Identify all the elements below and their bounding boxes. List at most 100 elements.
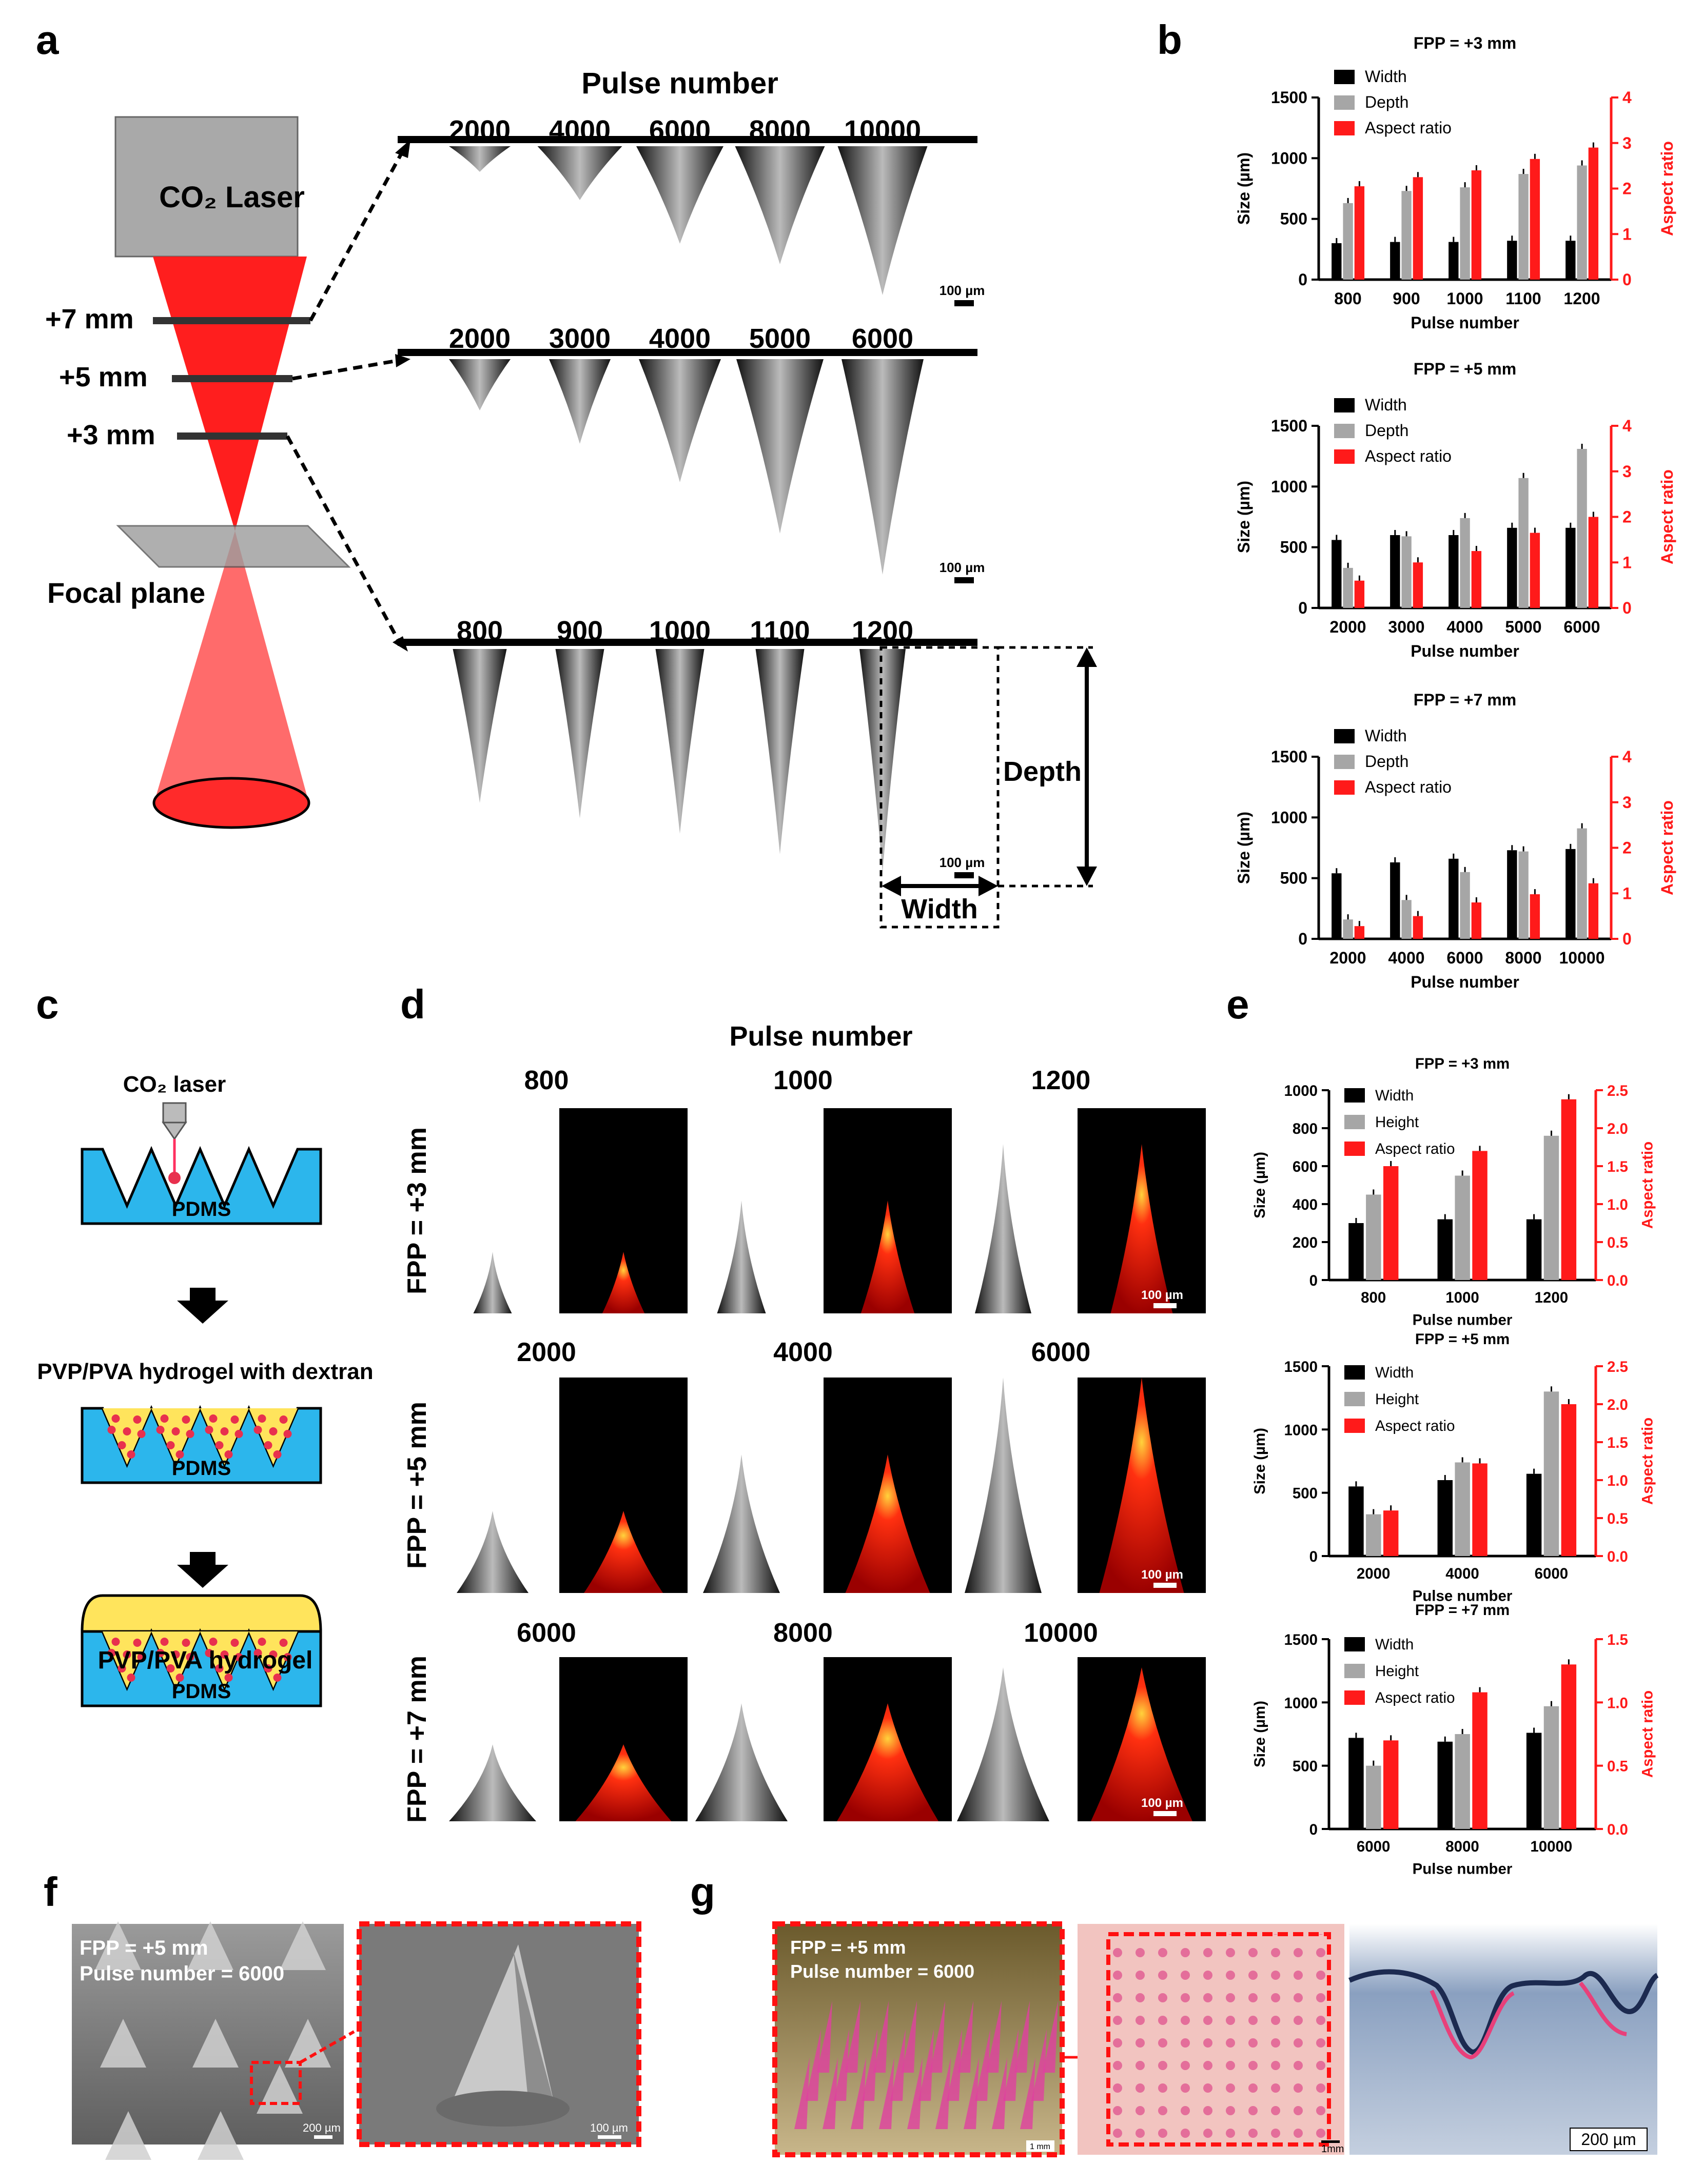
sem-microneedle bbox=[95, 1921, 141, 1970]
arrow-3 bbox=[285, 435, 402, 645]
dextran-particle bbox=[224, 1450, 233, 1459]
y-tick-label: 500 bbox=[1280, 538, 1307, 557]
crater-cone bbox=[639, 359, 721, 482]
pulse-label-a: 2000 bbox=[449, 115, 511, 146]
bar-width bbox=[1332, 873, 1342, 939]
pulse-label-d: 10000 bbox=[1024, 1618, 1098, 1648]
dextran-particle bbox=[166, 1441, 175, 1449]
bar-depth bbox=[1401, 536, 1412, 608]
pulse-label-a: 1200 bbox=[852, 616, 913, 646]
dextran-microneedle bbox=[902, 2001, 917, 2073]
bar-aspect-ratio bbox=[1561, 1099, 1577, 1280]
y-tick-label: 1500 bbox=[1284, 1631, 1318, 1648]
dextran-particle bbox=[279, 1639, 288, 1647]
histology-stain-1 bbox=[1430, 1990, 1515, 2060]
pulse-label-a: 900 bbox=[557, 616, 603, 646]
bar-aspect-ratio bbox=[1588, 517, 1599, 608]
dextran-microneedle bbox=[794, 2057, 810, 2129]
bar-width bbox=[1449, 242, 1459, 280]
focal-plane-label: Focal plane bbox=[47, 577, 205, 609]
crater-cone bbox=[555, 649, 604, 818]
bar-width bbox=[1348, 1486, 1364, 1556]
dextran-particle bbox=[186, 1430, 194, 1438]
x-axis-label: Pulse number bbox=[1411, 973, 1519, 991]
crater-cone bbox=[859, 649, 906, 872]
y2-tick-label: 2.5 bbox=[1607, 1083, 1628, 1099]
legend-label: Height bbox=[1375, 1663, 1419, 1680]
beam-upper bbox=[153, 257, 307, 531]
bar-width bbox=[1332, 540, 1342, 608]
dextran-microneedle bbox=[806, 2029, 821, 2101]
dextran-microneedle bbox=[817, 2001, 832, 2073]
bar-width bbox=[1332, 243, 1342, 280]
legend-label: Aspect ratio bbox=[1365, 119, 1452, 137]
y2-tick-label: 2 bbox=[1622, 508, 1632, 526]
y2-tick-label: 4 bbox=[1622, 417, 1632, 435]
fpp-row-label: FPP = +5 mm bbox=[402, 1402, 432, 1569]
sem-text-2: Pulse number = 6000 bbox=[80, 1962, 284, 1985]
scale-bar-a bbox=[954, 577, 974, 583]
chart-title: FPP = +7 mm bbox=[1415, 1602, 1510, 1619]
scale-label-a: 100 µm bbox=[940, 560, 985, 575]
bar-depth bbox=[1343, 567, 1353, 608]
panel-a: CO₂ Laser +7 mm +5 mm +3 mm Focal plane … bbox=[45, 67, 1097, 929]
dextran-microneedle bbox=[851, 2057, 866, 2129]
level-label-3: +3 mm bbox=[67, 420, 155, 450]
sem-scale-bar-1 bbox=[314, 2135, 332, 2139]
fluorescent-needle bbox=[1099, 1378, 1184, 1593]
level-label-7: +7 mm bbox=[45, 304, 134, 335]
y-tick-label: 1000 bbox=[1284, 1422, 1318, 1439]
bar-depth bbox=[1518, 174, 1529, 280]
dextran-particle bbox=[269, 1650, 278, 1659]
y2-tick-label: 1.5 bbox=[1607, 1631, 1628, 1648]
chart-title: FPP = +7 mm bbox=[1414, 691, 1516, 709]
dextran-particle bbox=[215, 1441, 224, 1449]
width-label: Width bbox=[901, 894, 977, 924]
dextran-particle bbox=[215, 1664, 224, 1673]
crater-cone bbox=[549, 359, 611, 444]
bar-aspect-ratio bbox=[1561, 1404, 1577, 1556]
fluorescent-needle bbox=[584, 1511, 663, 1593]
legend-label: Width bbox=[1375, 1636, 1414, 1653]
brightfield-needle bbox=[717, 1201, 766, 1313]
crater-cone bbox=[636, 146, 723, 244]
chart-title: FPP = +5 mm bbox=[1414, 360, 1516, 378]
depth-label: Depth bbox=[1003, 756, 1082, 787]
legend-swatch bbox=[1344, 1637, 1365, 1651]
bar-depth bbox=[1460, 872, 1470, 939]
x-tick-label: 1200 bbox=[1535, 1289, 1569, 1306]
bar-chart: FPP = +3 mm 0 500 1000 1500 0 1 2 3 4 Size (µm) Asp… bbox=[1235, 34, 1676, 332]
y2-tick-label: 2 bbox=[1622, 180, 1632, 198]
dextran-microneedle bbox=[930, 2001, 945, 2073]
y2-axis-label: Aspect ratio bbox=[1639, 1690, 1656, 1778]
x-axis-label: Pulse number bbox=[1411, 313, 1519, 332]
x-tick-label: 800 bbox=[1361, 1289, 1386, 1306]
dextran-particle bbox=[111, 1638, 120, 1646]
panel-label-c: c bbox=[36, 981, 59, 1027]
pulse-label-d: 4000 bbox=[773, 1337, 833, 1367]
histology-stain-2 bbox=[1578, 1981, 1627, 2036]
crater-cone bbox=[841, 359, 924, 575]
x-tick-label: 4000 bbox=[1388, 949, 1424, 967]
bar-chart: FPP = +3 mm 0 200 400 600 800 1000 0.0 0.5 1.0 1.5… bbox=[1251, 1055, 1656, 1328]
x-tick-label: 6000 bbox=[1563, 618, 1600, 636]
crater-cone bbox=[453, 649, 507, 803]
y2-tick-label: 0 bbox=[1622, 930, 1632, 948]
sem-microneedle bbox=[192, 2019, 239, 2068]
depth-arrowhead-bottom bbox=[1077, 867, 1097, 886]
bar-aspect-ratio bbox=[1530, 159, 1540, 280]
dextran-particle bbox=[107, 1649, 116, 1657]
brightfield-needle bbox=[965, 1378, 1042, 1593]
legend-label: Aspect ratio bbox=[1375, 1418, 1455, 1434]
bar-width bbox=[1390, 535, 1400, 608]
dextran-microneedle bbox=[1031, 2029, 1047, 2101]
focal-plane bbox=[116, 525, 351, 568]
dextran-particle bbox=[253, 1426, 262, 1434]
legend-swatch bbox=[1344, 1088, 1365, 1103]
dextran-particle bbox=[230, 1415, 239, 1424]
dextran-particle bbox=[118, 1664, 126, 1673]
bar-depth bbox=[1518, 478, 1529, 608]
sem-microneedle bbox=[285, 2019, 331, 2068]
y2-tick-label: 2.0 bbox=[1607, 1396, 1628, 1413]
legend-swatch bbox=[1334, 398, 1355, 412]
